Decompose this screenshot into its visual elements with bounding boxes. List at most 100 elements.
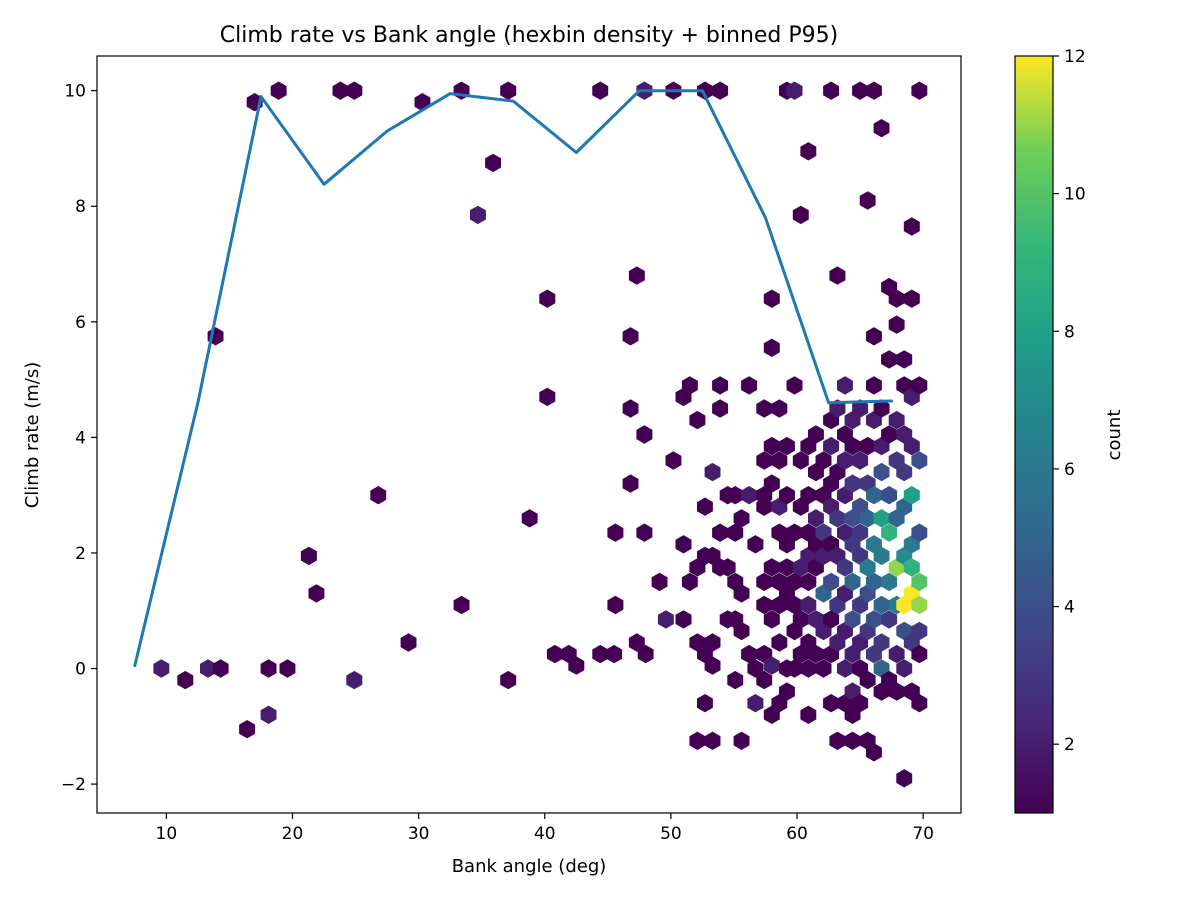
hex-cell bbox=[756, 572, 773, 592]
hex-cell bbox=[469, 205, 486, 225]
x-tick-label: 40 bbox=[534, 824, 556, 844]
hex-cell bbox=[888, 315, 905, 334]
hex-cell bbox=[712, 376, 729, 395]
colorbar-tick-label: 8 bbox=[1064, 322, 1075, 342]
hex-cell bbox=[346, 81, 363, 100]
hex-cell bbox=[873, 119, 890, 138]
hex-cell bbox=[852, 694, 869, 713]
x-tick-label: 60 bbox=[786, 824, 808, 844]
hex-cell bbox=[873, 633, 890, 652]
hex-cell bbox=[786, 523, 803, 542]
hex-cell bbox=[741, 644, 758, 664]
hex-cell bbox=[712, 399, 729, 418]
hex-cell bbox=[727, 523, 744, 542]
y-tick-label: 6 bbox=[75, 313, 86, 333]
hex-cell bbox=[697, 81, 713, 100]
hex-cell bbox=[637, 644, 654, 664]
hex-cell bbox=[212, 659, 229, 678]
hex-cell bbox=[300, 546, 317, 566]
hex-cell bbox=[539, 387, 556, 407]
hex-cell bbox=[704, 656, 721, 675]
colorbar-tick-label: 12 bbox=[1064, 47, 1086, 67]
hex-cell bbox=[829, 509, 846, 528]
y-axis-ticks: −2 0 2 4 6 8 10 bbox=[61, 82, 97, 795]
hex-cell bbox=[800, 572, 817, 592]
x-tick-label: 70 bbox=[912, 824, 934, 844]
hex-cell bbox=[881, 572, 898, 592]
hex-cell bbox=[823, 572, 840, 592]
colorbar-tick-label: 6 bbox=[1064, 460, 1075, 480]
hex-cell bbox=[896, 350, 913, 369]
hex-cell bbox=[665, 451, 682, 470]
hex-cell bbox=[800, 659, 817, 678]
hex-cell bbox=[763, 610, 780, 629]
hex-cell bbox=[500, 670, 517, 690]
hex-cell bbox=[823, 436, 840, 456]
hex-cell bbox=[592, 81, 609, 100]
hex-cell bbox=[539, 289, 556, 308]
hex-cell bbox=[763, 656, 780, 675]
hex-cell bbox=[792, 610, 809, 629]
hex-cell bbox=[837, 451, 853, 470]
hex-cell bbox=[844, 572, 861, 592]
hex-cell bbox=[786, 572, 803, 592]
hex-cell bbox=[837, 376, 853, 395]
hex-cell bbox=[756, 497, 773, 516]
hex-cell bbox=[815, 659, 832, 678]
hex-cell bbox=[903, 436, 920, 456]
hex-cell bbox=[607, 595, 624, 615]
hex-cell bbox=[792, 451, 809, 470]
hex-cell bbox=[607, 523, 624, 542]
hex-cell bbox=[859, 436, 876, 456]
hex-cell bbox=[859, 670, 876, 690]
hex-cell bbox=[779, 486, 795, 505]
hex-cell bbox=[200, 659, 216, 678]
hex-cell bbox=[756, 399, 773, 418]
hex-cell bbox=[733, 584, 750, 603]
colorbar-label: count bbox=[1104, 410, 1125, 461]
colorbar-tick-label: 2 bbox=[1064, 735, 1075, 755]
hex-cell bbox=[733, 509, 750, 528]
hex-cell bbox=[873, 399, 890, 418]
hex-cell bbox=[911, 523, 928, 542]
hex-cell bbox=[859, 558, 876, 577]
x-tick-label: 20 bbox=[282, 824, 304, 844]
x-tick-label: 10 bbox=[156, 824, 178, 844]
y-tick-label: 2 bbox=[75, 544, 86, 564]
hex-cell bbox=[622, 474, 639, 493]
hex-cell bbox=[829, 266, 846, 285]
hex-cell bbox=[689, 731, 706, 750]
hex-cell bbox=[622, 399, 639, 418]
hex-cell bbox=[903, 558, 920, 577]
hex-cell bbox=[829, 731, 846, 750]
hex-cell bbox=[888, 644, 905, 664]
chart-title: Climb rate vs Bank angle (hexbin density… bbox=[220, 23, 839, 48]
plot-frame bbox=[96, 55, 962, 814]
hex-cell bbox=[911, 595, 928, 615]
hex-cell bbox=[866, 486, 882, 505]
colorbar-ticks: 2 4 6 8 10 12 bbox=[1053, 47, 1086, 755]
hex-cell bbox=[622, 327, 639, 346]
hex-cell bbox=[896, 462, 913, 482]
x-axis-ticks: 10 20 30 40 50 60 70 bbox=[156, 813, 934, 844]
hex-cell bbox=[844, 610, 861, 629]
hex-cell bbox=[606, 644, 623, 664]
hex-cell bbox=[911, 644, 928, 664]
hex-cell bbox=[727, 486, 744, 505]
hex-cell bbox=[866, 81, 882, 100]
hex-cell bbox=[697, 497, 713, 516]
hex-cell bbox=[153, 659, 170, 678]
hex-cell bbox=[779, 682, 795, 701]
hex-cell bbox=[657, 610, 674, 629]
hex-cell bbox=[636, 523, 653, 542]
hex-cell bbox=[628, 633, 645, 652]
hex-cell bbox=[177, 670, 194, 690]
hex-cell bbox=[756, 451, 773, 470]
y-tick-label: 10 bbox=[64, 82, 86, 102]
hex-cell bbox=[911, 572, 928, 592]
hex-cell bbox=[911, 621, 928, 641]
hex-cell bbox=[888, 682, 905, 701]
hex-cell bbox=[675, 610, 692, 629]
hex-cell bbox=[704, 731, 721, 750]
hex-cell bbox=[859, 191, 876, 210]
